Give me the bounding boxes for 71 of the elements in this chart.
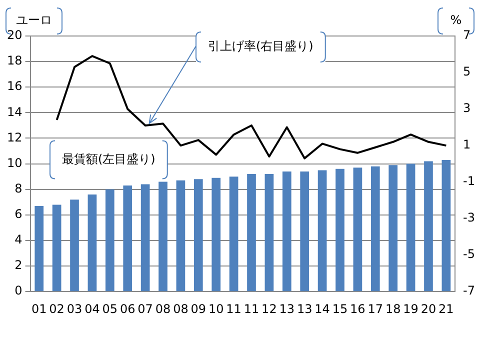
x-tick-label: 16 xyxy=(350,302,366,316)
x-tick-label: 02 xyxy=(49,302,64,316)
bar xyxy=(176,180,186,292)
x-tick-label: 19 xyxy=(403,302,418,316)
y2-axis-title: % xyxy=(450,13,462,28)
x-tick-label: 11 xyxy=(244,302,260,316)
x-tick-label: 05 xyxy=(102,302,118,316)
x-tick-label: 20 xyxy=(420,302,436,316)
bar xyxy=(158,182,168,292)
x-tick-label: 10 xyxy=(208,302,224,316)
bar xyxy=(247,174,256,292)
x-tick-label: 21 xyxy=(438,302,454,316)
x-tick-label: 13 xyxy=(296,302,312,316)
y-tick-label: 16 xyxy=(6,79,22,94)
x-tick-label: 15 xyxy=(332,302,348,316)
bar xyxy=(300,171,310,292)
series-label: 最賃額(左目盛り) xyxy=(62,152,156,166)
bar xyxy=(88,194,97,292)
bar xyxy=(353,168,362,292)
x-tick-label: 07 xyxy=(138,302,153,316)
bar xyxy=(34,206,44,292)
y2-tick-label: -1 xyxy=(463,174,476,188)
bar xyxy=(105,189,114,292)
y-tick-label: 20 xyxy=(6,28,22,42)
y-tick-label: 10 xyxy=(6,156,22,170)
bar xyxy=(194,179,203,292)
bar xyxy=(336,168,344,292)
y2-tick-label: 5 xyxy=(463,64,471,79)
bar xyxy=(229,176,238,292)
y2-tick-label: -3 xyxy=(463,210,476,225)
bar xyxy=(140,184,150,292)
x-tick-label: 14 xyxy=(314,302,330,316)
bar xyxy=(442,160,451,292)
bar xyxy=(406,164,416,292)
y-tick-label: 2 xyxy=(14,258,22,272)
y-tick-label: 0 xyxy=(14,284,22,298)
x-tick-label: 17 xyxy=(368,302,384,316)
y-tick-label: 18 xyxy=(6,54,22,68)
bar xyxy=(264,174,274,292)
x-tick-label: 06 xyxy=(120,302,136,316)
x-tick-label: 04 xyxy=(84,302,100,316)
y2-tick-label: -5 xyxy=(463,247,476,262)
y-tick-label: 4 xyxy=(14,232,22,247)
x-tick-label: 18 xyxy=(385,302,401,316)
y-tick-label: 8 xyxy=(14,181,22,196)
x-tick-label: 08 xyxy=(173,302,188,316)
x-tick-label: 11 xyxy=(226,302,242,316)
y2-tick-label: 7 xyxy=(463,28,471,42)
y-tick-label: 14 xyxy=(6,104,22,119)
bar xyxy=(424,161,433,292)
x-tick-label: 13 xyxy=(279,302,295,316)
bar xyxy=(52,204,62,292)
x-tick-label: 12 xyxy=(262,302,277,316)
bar xyxy=(370,166,380,292)
bar xyxy=(318,170,327,292)
y-axis-title: ユーロ xyxy=(16,13,52,28)
x-tick-label: 09 xyxy=(190,302,206,316)
bar xyxy=(123,186,132,292)
bar xyxy=(388,165,398,292)
y2-tick-label: -7 xyxy=(463,284,476,298)
x-tick-label: 08 xyxy=(155,302,171,316)
y-tick-label: 12 xyxy=(6,130,22,144)
y2-tick-label: 1 xyxy=(463,138,471,152)
text: 引上げ率(右目盛り) xyxy=(208,39,314,54)
bar xyxy=(212,178,221,292)
bar xyxy=(282,171,292,292)
x-tick-label: 03 xyxy=(66,302,82,316)
bar xyxy=(70,200,79,292)
x-tick-label: 01 xyxy=(31,302,47,316)
y2-tick-label: 3 xyxy=(463,101,471,116)
y-tick-label: 6 xyxy=(14,207,22,222)
